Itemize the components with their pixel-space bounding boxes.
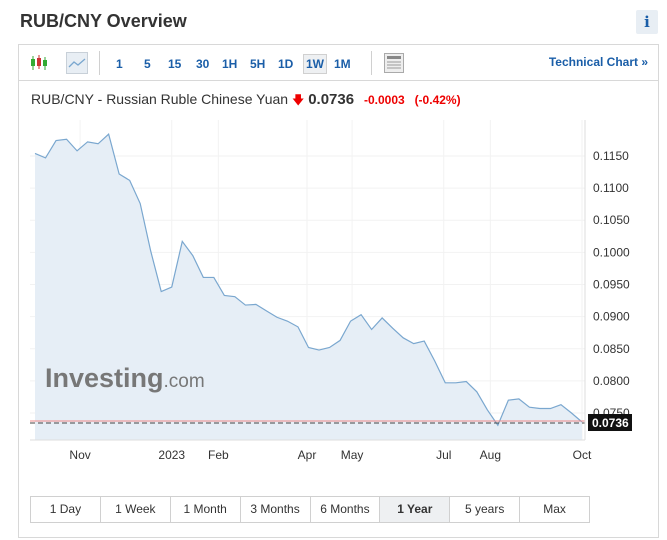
x-tick-label: Nov bbox=[69, 448, 90, 462]
last-price-badge-label: 0.0736 bbox=[592, 416, 629, 430]
instrument-name: RUB/CNY - Russian Ruble Chinese Yuan bbox=[31, 91, 289, 107]
candlestick-icon[interactable] bbox=[29, 53, 49, 73]
interval-5h[interactable]: 5H bbox=[250, 57, 266, 71]
toolbar-divider bbox=[371, 51, 372, 75]
x-tick-label: May bbox=[341, 448, 364, 462]
interval-5[interactable]: 5 bbox=[144, 57, 151, 71]
range-1-month[interactable]: 1 Month bbox=[171, 497, 241, 522]
interval-30[interactable]: 30 bbox=[196, 57, 210, 71]
quote-line: RUB/CNY - Russian Ruble Chinese Yuan 🡇 0… bbox=[31, 91, 461, 112]
time-range-selector: 1 Day 1 Week 1 Month 3 Months 6 Months 1 Year… bbox=[30, 496, 590, 523]
range-6-months[interactable]: 6 Months bbox=[311, 497, 381, 522]
x-tick-label: 2023 bbox=[158, 448, 185, 462]
range-1-day[interactable]: 1 Day bbox=[31, 497, 101, 522]
y-tick-label: 0.0900 bbox=[593, 310, 630, 324]
interval-1h[interactable]: 1H bbox=[222, 57, 238, 71]
y-tick-label: 0.1100 bbox=[593, 181, 629, 195]
x-tick-label: Aug bbox=[480, 448, 501, 462]
range-max[interactable]: Max bbox=[543, 502, 566, 516]
down-arrow-icon: 🡇 bbox=[291, 93, 305, 107]
chart-toolbar: 1 5 15 30 1H 5H 1D 1W 1M Technical Chart » bbox=[19, 45, 658, 81]
price-line bbox=[34, 133, 583, 427]
area-chart-icon[interactable] bbox=[66, 52, 88, 74]
chart-widget: 1 5 15 30 1H 5H 1D 1W 1M Technical Chart » RUB/C… bbox=[18, 44, 659, 538]
info-button[interactable]: i bbox=[636, 10, 658, 34]
price-chart[interactable]: Investing.com 0.1150 0.1100 0.1050 0.1000 0.0… bbox=[0, 0, 667, 480]
range-3-months[interactable]: 3 Months bbox=[241, 497, 311, 522]
technical-chart-link[interactable]: Technical Chart » bbox=[548, 55, 648, 69]
x-tick-label: Apr bbox=[298, 448, 317, 462]
x-tick-label: Oct bbox=[573, 448, 592, 462]
interval-15[interactable]: 15 bbox=[168, 57, 182, 71]
price-change: -0.0003 bbox=[363, 93, 405, 107]
x-tick-label: Feb bbox=[208, 448, 229, 462]
interval-1m[interactable]: 1M bbox=[334, 57, 351, 71]
toolbar-divider bbox=[99, 51, 100, 75]
range-1-year[interactable]: 1 Year bbox=[380, 497, 451, 522]
interval-1d[interactable]: 1D bbox=[278, 57, 294, 71]
y-tick-label: 0.0850 bbox=[593, 342, 630, 356]
y-tick-label: 0.1050 bbox=[593, 213, 630, 227]
investing-watermark: Investing.com bbox=[45, 363, 205, 393]
last-price: 0.0736 bbox=[308, 91, 355, 108]
y-tick-label: 0.1000 bbox=[593, 245, 630, 259]
table-view-icon[interactable] bbox=[384, 53, 404, 73]
last-price-badge bbox=[588, 414, 632, 432]
interval-1w[interactable]: 1W bbox=[303, 54, 327, 74]
y-tick-label: 0.0950 bbox=[593, 277, 630, 291]
range-5-years[interactable]: 5 years bbox=[450, 497, 521, 522]
y-tick-label: 0.0800 bbox=[593, 374, 630, 388]
page-title: RUB/CNY Overview bbox=[20, 11, 187, 31]
area-fill bbox=[35, 134, 582, 441]
x-tick-label: Jul bbox=[436, 448, 451, 462]
interval-1[interactable]: 1 bbox=[116, 57, 123, 71]
range-1-week[interactable]: 1 Week bbox=[101, 497, 171, 522]
price-change-percent: (-0.42%) bbox=[414, 93, 461, 107]
y-tick-label: 0.1150 bbox=[593, 149, 629, 163]
